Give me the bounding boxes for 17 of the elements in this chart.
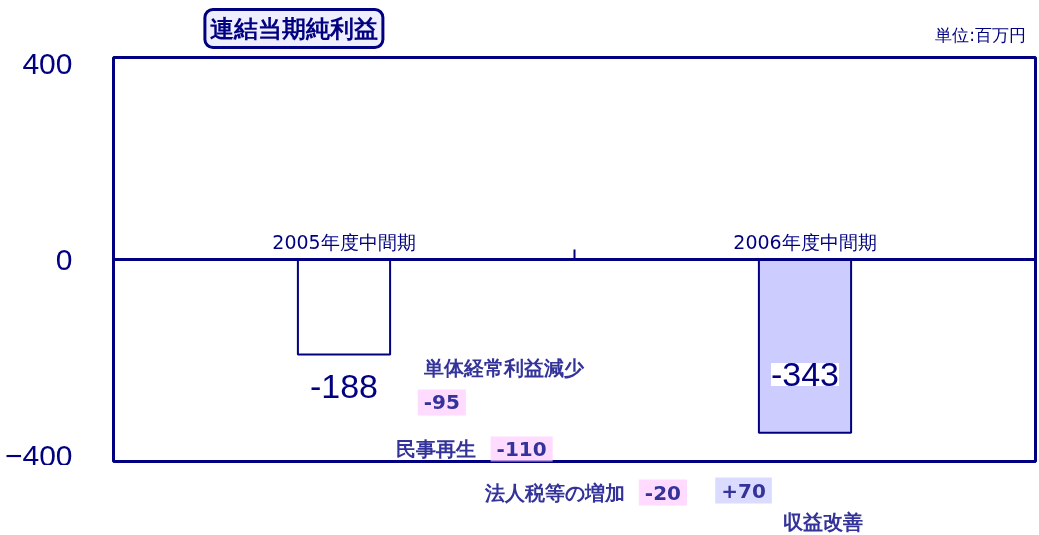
text: -20 bbox=[644, 480, 681, 505]
annotation: -110 bbox=[496, 437, 547, 462]
data-label: -343 bbox=[770, 354, 840, 393]
y-tick-label: 0 bbox=[55, 242, 73, 276]
annotation: 単体経常利益減少 bbox=[422, 356, 585, 381]
y-tick-label: 400 bbox=[22, 46, 73, 80]
text: 法人税等の増加 bbox=[483, 480, 625, 505]
text: 単位:百万円 bbox=[935, 24, 1026, 45]
y-tick-label: −400 bbox=[4, 438, 73, 472]
chart-title: 連結当期純利益 bbox=[209, 14, 378, 43]
x-tick-label: 2005年度中間期 bbox=[272, 231, 416, 254]
text: +70 bbox=[721, 478, 766, 503]
text: 収益改善 bbox=[783, 509, 864, 534]
data-label: -188 bbox=[309, 367, 379, 406]
annotation: 民事再生 bbox=[396, 437, 477, 462]
annotation: -95 bbox=[423, 390, 460, 415]
x-tick-label: 2006年度中間期 bbox=[733, 231, 877, 254]
